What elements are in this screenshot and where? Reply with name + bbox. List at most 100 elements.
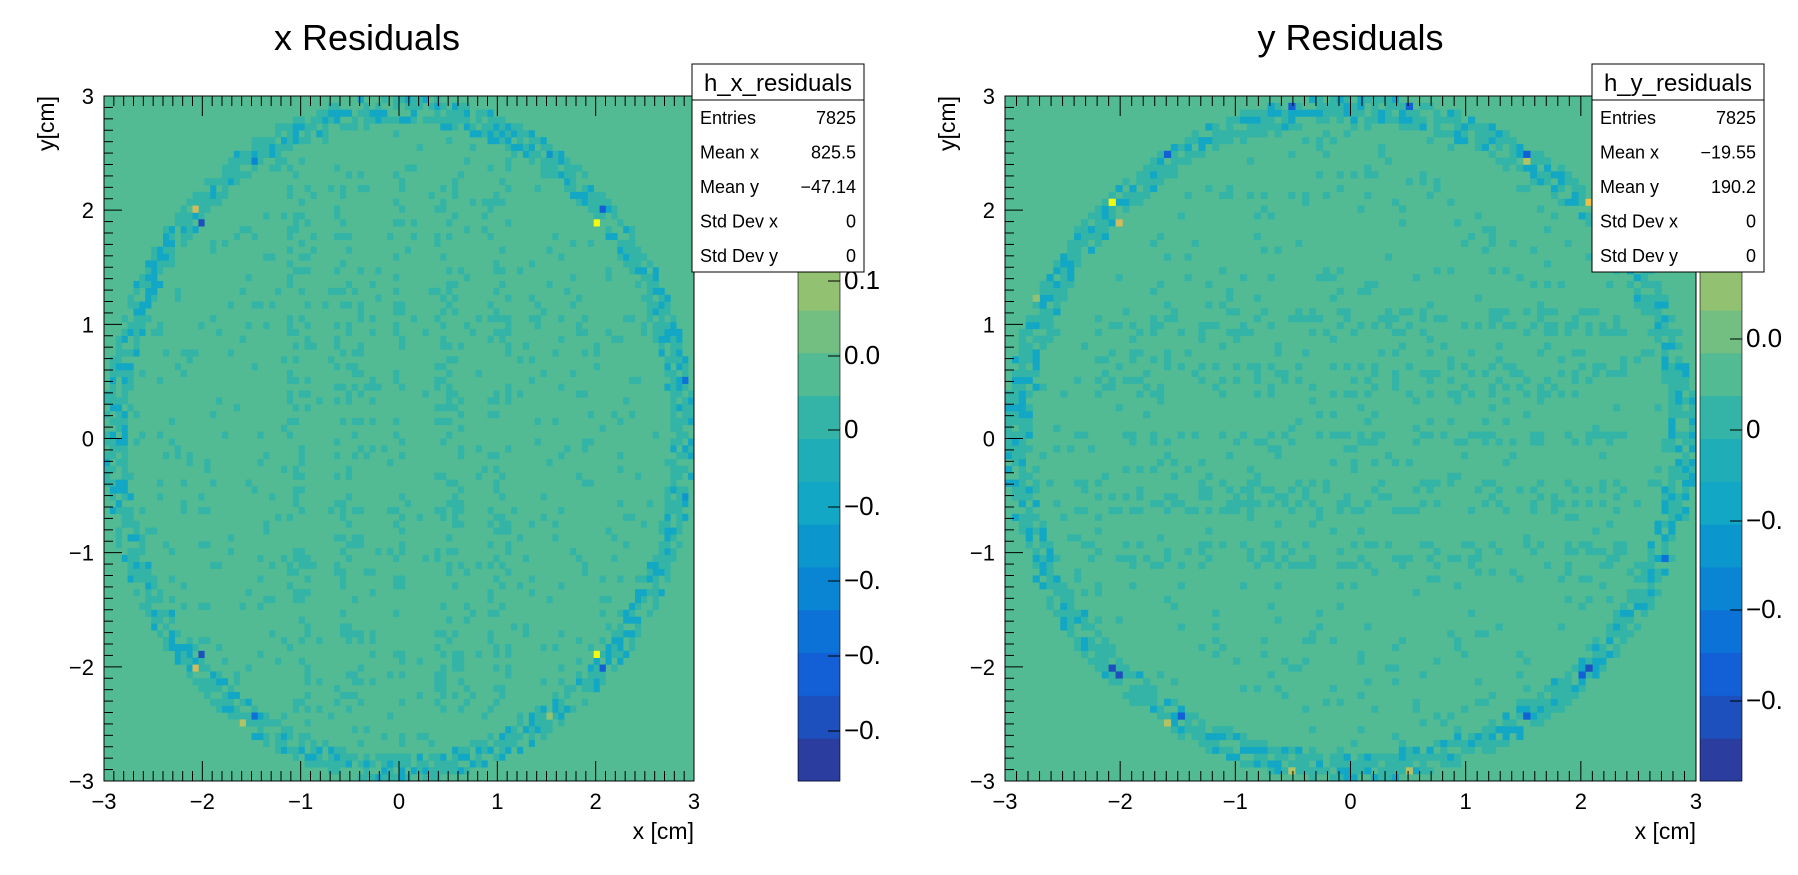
heatmap-bin (652, 589, 659, 597)
heatmap-bin (1295, 753, 1303, 761)
heatmap-bin (487, 397, 494, 405)
heatmap-bin (1136, 541, 1144, 549)
heatmap-bin (440, 198, 447, 206)
heatmap-bin (1502, 308, 1510, 316)
heatmap-bin (127, 472, 134, 480)
heatmap-bin (558, 157, 565, 165)
heatmap-bin (1426, 376, 1434, 384)
heatmap-bin (499, 691, 506, 699)
stats-row-label: Mean y (1600, 177, 1659, 197)
heatmap-bin (1467, 507, 1476, 515)
heatmap-bin (345, 246, 352, 254)
heatmap-bin (1495, 739, 1503, 747)
heatmap-bin (1260, 191, 1268, 199)
heatmap-bin (617, 417, 624, 425)
heatmap-bin (452, 116, 459, 124)
heatmap-bin (458, 746, 465, 754)
heatmap-bin (1336, 767, 1344, 775)
heatmap-bin (369, 760, 376, 768)
heatmap-bin (1509, 239, 1517, 247)
heatmap-bin (623, 260, 630, 268)
heatmap-bin (664, 459, 671, 467)
heatmap-bin (1433, 575, 1441, 583)
heatmap-bin (1606, 630, 1614, 638)
heatmap-bin (640, 520, 647, 528)
heatmap-bin (1564, 178, 1572, 186)
heatmap-bin (552, 534, 559, 542)
heatmap-bin (1046, 287, 1054, 295)
heatmap-bin (1315, 109, 1324, 117)
heatmap-bin (469, 328, 476, 336)
heatmap-bin (540, 308, 547, 316)
heatmap-bin (534, 185, 541, 193)
heatmap-bin (1288, 760, 1296, 768)
palette-swatch (798, 352, 840, 397)
heatmap-bin (1550, 507, 1558, 515)
heatmap-bin (1440, 753, 1448, 761)
heatmap-bin (1281, 541, 1289, 549)
heatmap-bin (222, 191, 229, 199)
heatmap-bin (334, 363, 341, 371)
heatmap-bin (552, 705, 559, 713)
heatmap-bin (1253, 561, 1261, 569)
heatmap-bin (1239, 733, 1248, 741)
heatmap-bin (1371, 431, 1379, 439)
heatmap-bin (1626, 568, 1635, 576)
heatmap-bin (1011, 431, 1020, 439)
heatmap-bin (540, 644, 547, 652)
heatmap-bin (576, 657, 583, 665)
heatmap-bin (1246, 109, 1254, 117)
heatmap-bin (1391, 383, 1400, 391)
heatmap-bin (587, 239, 594, 247)
heatmap-bin (334, 698, 341, 706)
heatmap-bin (1606, 280, 1614, 288)
heatmap-bin (393, 507, 400, 515)
heatmap-bin (540, 143, 547, 151)
heatmap-bin (275, 143, 282, 151)
heatmap-bin (570, 171, 577, 179)
heatmap-bin (109, 363, 116, 371)
heatmap-bin (216, 561, 223, 569)
heatmap-bin (1426, 370, 1434, 378)
heatmap-bin (629, 411, 636, 419)
heatmap-bin (345, 322, 352, 330)
heatmap-bin (304, 623, 311, 631)
heatmap-bin (1599, 582, 1607, 590)
heatmap-bin (1157, 534, 1165, 542)
heatmap-bin (658, 554, 665, 562)
heatmap-bin (387, 116, 394, 124)
x-tick-label: 0 (1344, 789, 1356, 814)
heatmap-bin (428, 191, 435, 199)
heatmap-bin (458, 650, 465, 658)
heatmap-bin (121, 417, 128, 425)
heatmap-bin (1543, 157, 1552, 165)
heatmap-bin (1074, 226, 1082, 234)
heatmap-bin (564, 178, 571, 186)
heatmap-bin (1502, 459, 1510, 467)
heatmap-bin (1585, 575, 1593, 583)
heatmap-bin (1564, 328, 1572, 336)
heatmap-bin (1682, 363, 1690, 371)
heatmap-bin (1219, 130, 1227, 138)
heatmap-bin (1682, 493, 1690, 501)
heatmap-bin (1081, 479, 1089, 487)
heatmap-bin (1143, 185, 1151, 193)
heatmap-bin (222, 239, 229, 247)
heatmap-bin (1343, 774, 1351, 782)
heatmap-bin (1253, 479, 1261, 487)
heatmap-bin (381, 753, 388, 761)
heatmap-bin (499, 513, 506, 521)
heatmap-bin (1039, 452, 1047, 460)
heatmap-bin (1288, 664, 1296, 672)
heatmap-bin (1322, 698, 1330, 706)
heatmap-bin (298, 198, 305, 206)
heatmap-bin (1170, 493, 1178, 501)
heatmap-bin (1281, 109, 1289, 117)
heatmap-bin (1585, 541, 1593, 549)
heatmap-bin (670, 500, 677, 508)
heatmap-bin (676, 507, 683, 515)
heatmap-bin (1032, 349, 1040, 357)
heatmap-bin (1260, 739, 1268, 747)
heatmap-bin (251, 143, 258, 151)
heatmap-bin (1557, 198, 1565, 206)
